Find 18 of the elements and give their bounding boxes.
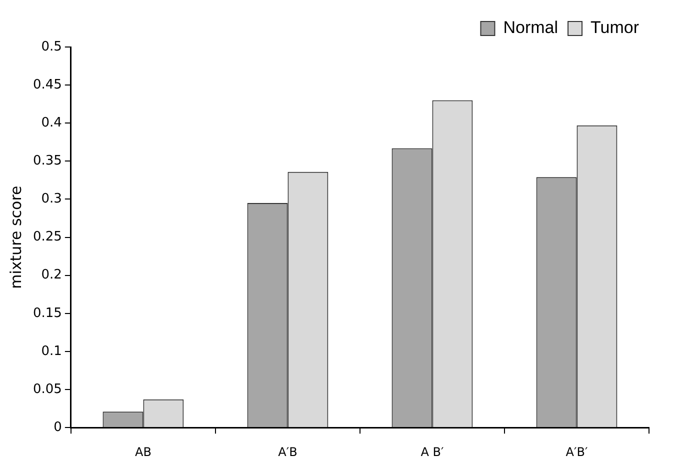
legend-label: Normal <box>503 18 558 38</box>
y-tick-label: 0.25 <box>32 230 62 245</box>
x-tick-label: A′B′ <box>566 444 588 459</box>
y-tick-label: 0.45 <box>32 77 62 92</box>
legend-label: Tumor <box>590 18 640 38</box>
x-tick-label: A B′ <box>420 444 444 459</box>
y-tick-label: 0.15 <box>32 306 62 321</box>
y-axis-title: mixture score <box>6 186 25 289</box>
x-tick-label: AB <box>134 444 152 459</box>
y-tick-label: 0.3 <box>41 192 62 207</box>
y-tick-label: 0.5 <box>41 39 62 54</box>
y-tick-label: 0.05 <box>32 382 62 397</box>
y-tick-label: 0.4 <box>41 115 62 130</box>
x-tick-label: A′B <box>278 444 298 459</box>
y-tick-label: 0.2 <box>41 268 62 283</box>
y-tick-label: 0.35 <box>32 154 62 169</box>
y-tick-label: 0 <box>54 420 62 435</box>
y-tick-label: 0.1 <box>41 344 62 359</box>
